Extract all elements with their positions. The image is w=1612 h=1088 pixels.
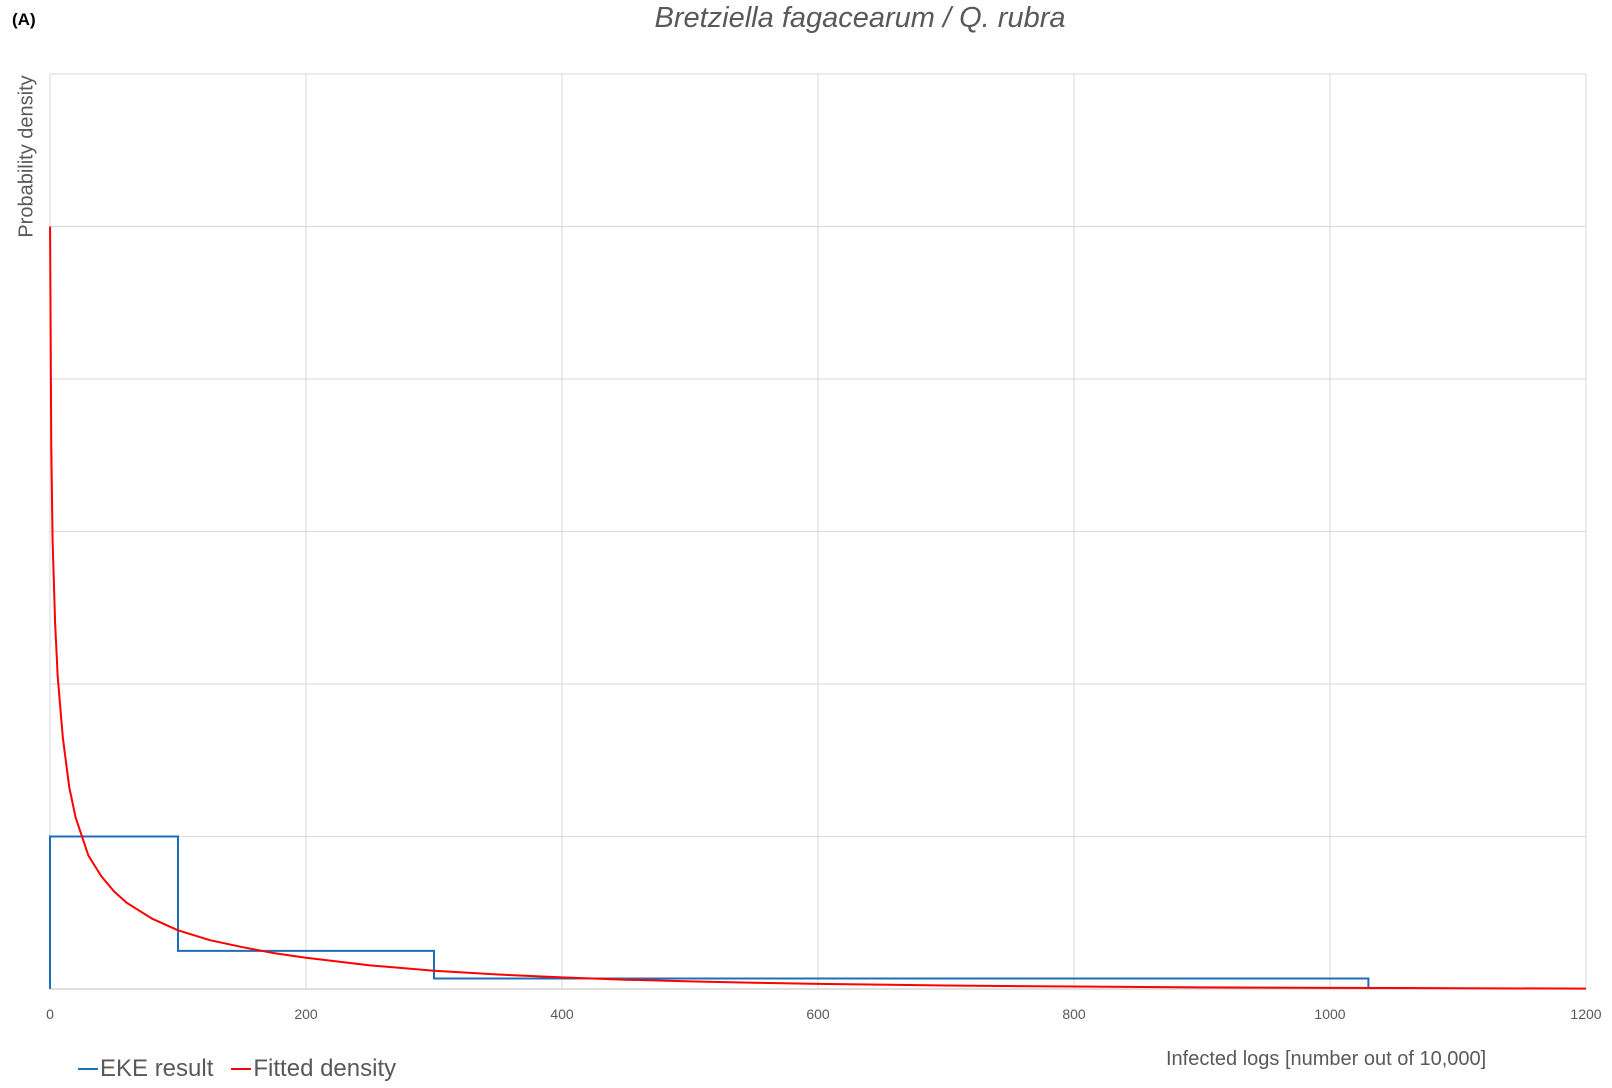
- fitted-density-curve: [49, 226, 1587, 990]
- chart-plot: 0 200 400 600 800 1000 1200: [46, 73, 1602, 1022]
- x-tick-label: 0: [46, 1006, 54, 1022]
- eke-result-step-line: [49, 835, 1370, 989]
- legend-label-eke: EKE result: [100, 1055, 214, 1082]
- x-axis-label: Infected logs [number out of 10,000]: [1166, 1048, 1487, 1070]
- legend-item-fitted: Fitted density: [231, 1055, 396, 1083]
- x-tick-label: 600: [806, 1006, 830, 1022]
- legend-item-eke: EKE result: [78, 1055, 213, 1083]
- legend-label-fitted: Fitted density: [253, 1055, 397, 1082]
- x-tick-label: 800: [1062, 1006, 1086, 1022]
- x-tick-label: 200: [294, 1006, 318, 1022]
- x-tick-label: 400: [550, 1006, 574, 1022]
- legend-swatch-fitted: [231, 1068, 252, 1070]
- x-tick-label: 1200: [1570, 1006, 1601, 1022]
- panel-label: (A): [12, 10, 36, 29]
- legend: EKE result Fitted density: [78, 1055, 396, 1083]
- chart-title: Bretziella fagacearum / Q. rubra: [654, 2, 1066, 34]
- x-tick-label: 1000: [1314, 1006, 1345, 1022]
- legend-swatch-eke: [78, 1068, 98, 1070]
